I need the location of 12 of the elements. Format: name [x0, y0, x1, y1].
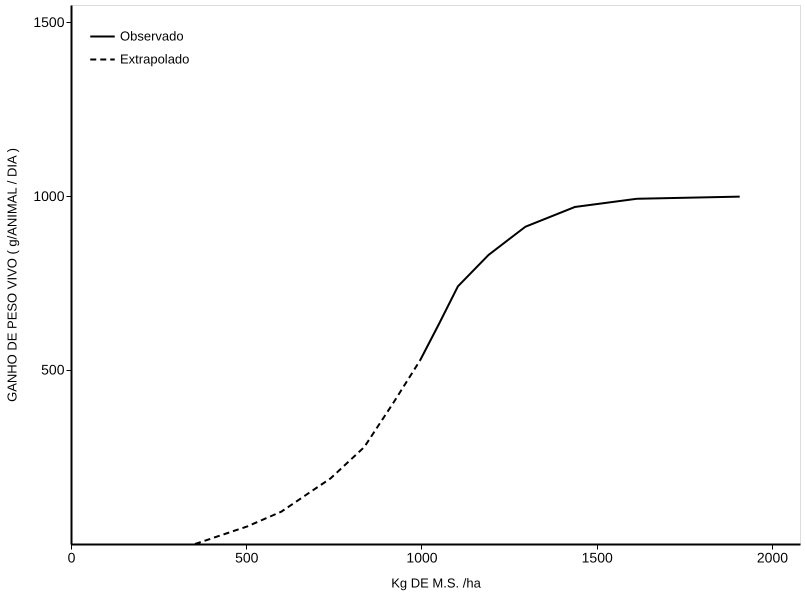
x-tick-label: 0	[68, 550, 76, 566]
x-axis-title: Kg DE M.S. /ha	[391, 576, 482, 590]
x-tick-label: 1000	[406, 550, 438, 566]
y-tick-label: 1500	[33, 14, 65, 30]
x-tick-label: 500	[235, 550, 259, 566]
legend-label: Extrapolado	[120, 52, 190, 66]
y-tick-label: 1000	[33, 188, 65, 204]
legend-label: Observado	[120, 28, 184, 44]
x-tick-label: 1500	[582, 550, 613, 566]
y-axis-title: GANHO DE PESO VIVO ( g/ANIMAL / DIA )	[4, 148, 20, 402]
y-tick-label: 500	[41, 362, 65, 378]
x-tick-label: 2000	[756, 550, 788, 566]
